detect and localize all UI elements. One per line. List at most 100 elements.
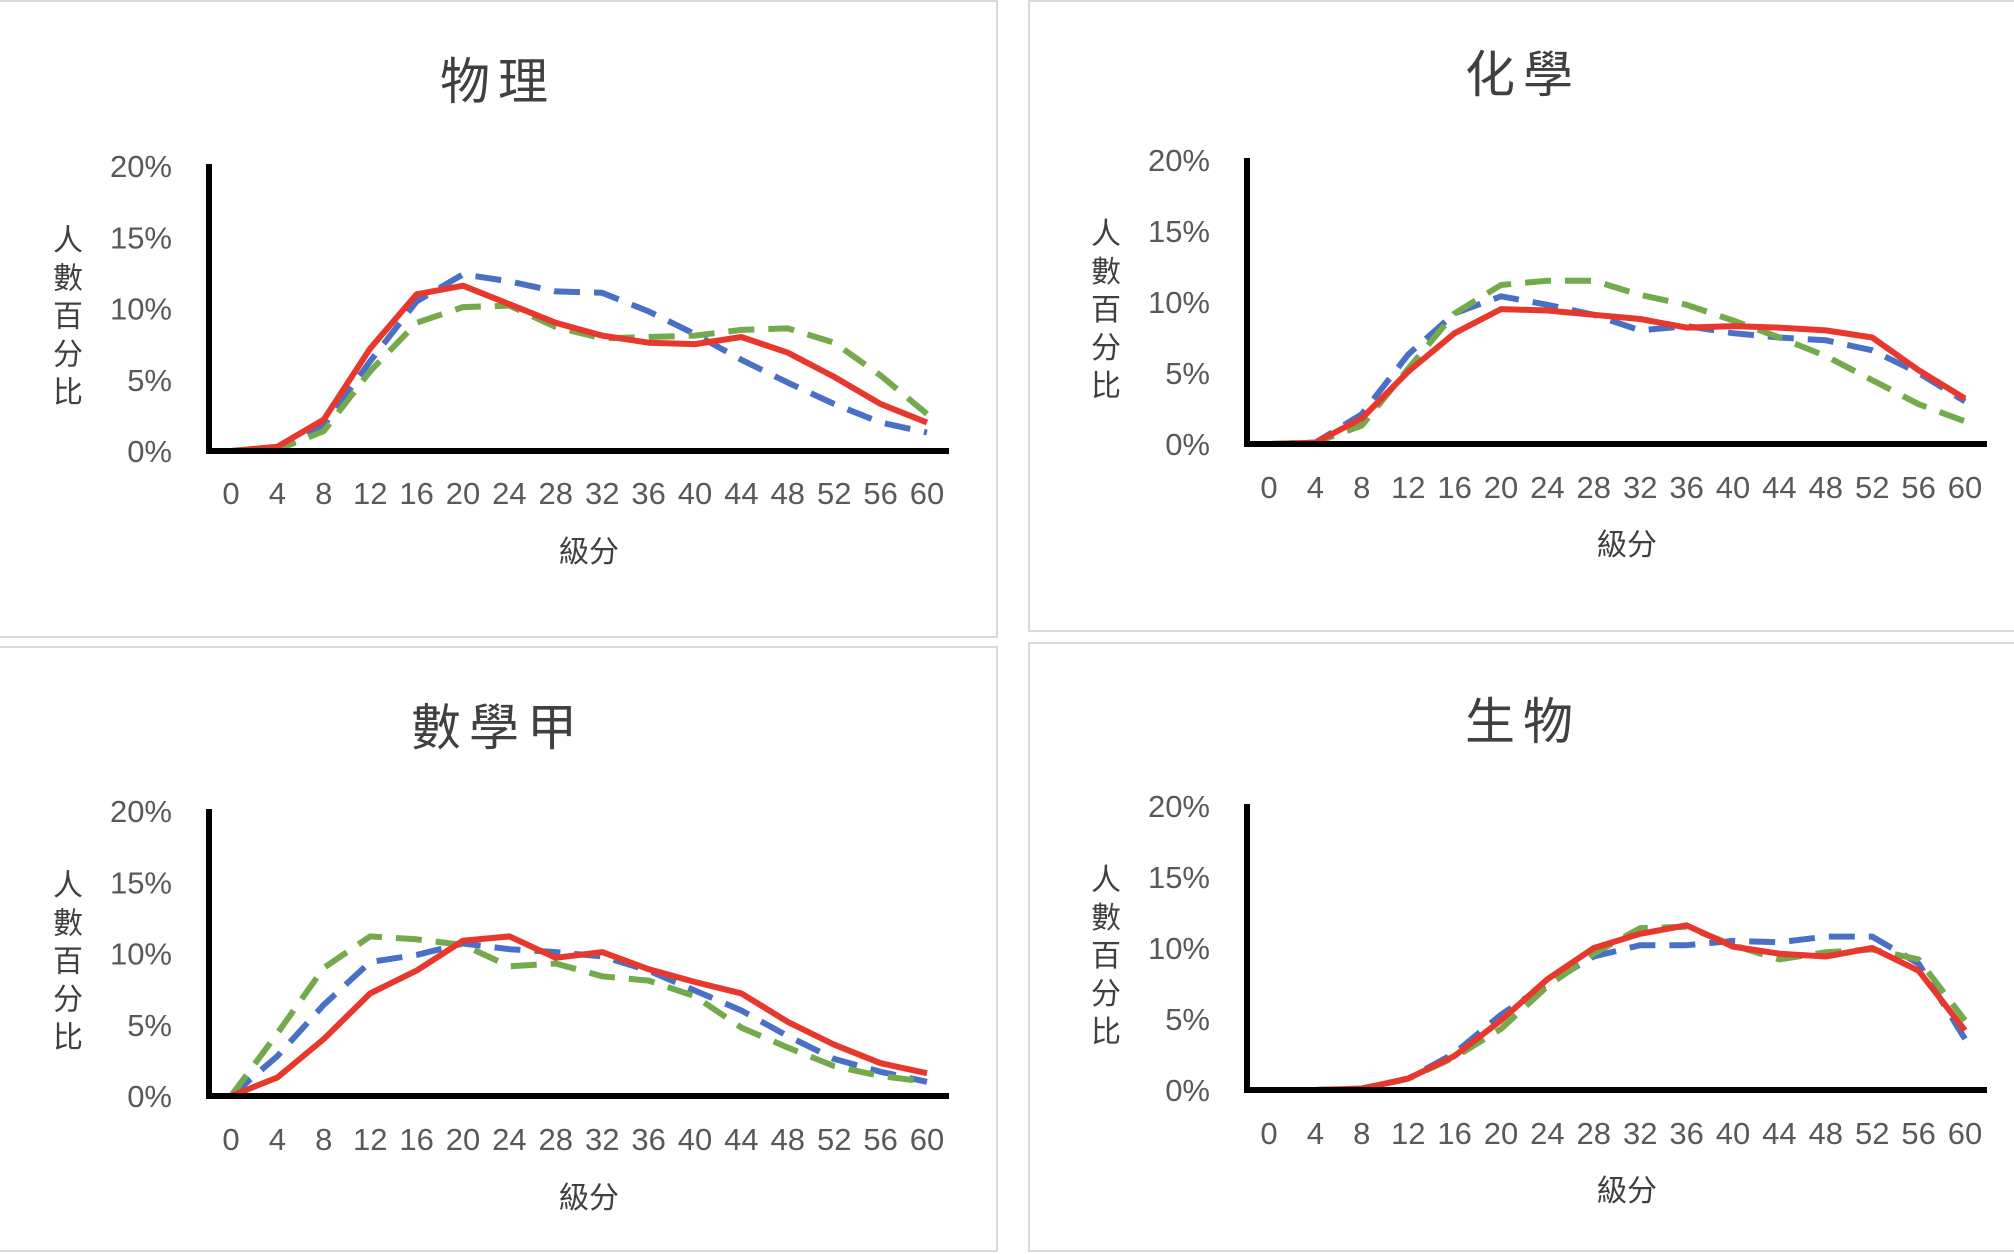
y-tick-label: 15% — [110, 865, 172, 900]
x-tick-label: 24 — [1530, 470, 1564, 505]
x-tick-label: 56 — [1901, 1116, 1935, 1151]
x-tick-label: 28 — [539, 476, 573, 511]
x-tick-label: 36 — [1669, 470, 1703, 505]
x-tick-label: 0 — [1260, 1116, 1277, 1151]
series-line-green — [1268, 277, 1967, 447]
x-tick-label: 20 — [1484, 470, 1518, 505]
x-axis-title: 級分 — [559, 1181, 619, 1216]
x-tick-label: 40 — [678, 476, 712, 511]
x-tick-label: 4 — [269, 476, 286, 511]
y-tick-label: 20% — [110, 794, 172, 829]
x-tick-label: 4 — [269, 1122, 286, 1157]
y-axis-title: 人數百分比 — [1091, 217, 1121, 404]
y-tick-label: 5% — [1165, 356, 1210, 391]
y-tick-label: 5% — [127, 363, 172, 398]
y-axis-title: 人數百分比 — [53, 869, 83, 1056]
x-tick-label: 32 — [1623, 1116, 1657, 1151]
series-line-green — [230, 302, 929, 454]
series-line-blue — [230, 271, 928, 454]
y-tick-label: 10% — [110, 937, 172, 972]
y-tick-label: 0% — [1165, 1073, 1210, 1108]
x-tick-label: 4 — [1307, 1116, 1324, 1151]
x-tick-label: 16 — [399, 1122, 433, 1157]
x-tick-label: 32 — [585, 1122, 619, 1157]
y-tick-label: 10% — [1148, 931, 1210, 966]
x-tick-label: 52 — [1855, 1116, 1889, 1151]
x-tick-label: 20 — [1484, 1116, 1518, 1151]
x-tick-label: 36 — [1669, 1116, 1703, 1151]
x-tick-label: 32 — [1623, 470, 1657, 505]
y-tick-label: 20% — [1148, 789, 1210, 824]
x-axis-title: 級分 — [559, 535, 619, 570]
x-tick-label: 8 — [315, 1122, 332, 1157]
chart-panel-biology: 生物 20% 15% 10% 5% 0% 人數百分比 0 4 8 12 16 20 24 28 32 36 40… — [1028, 642, 2014, 1252]
x-tick-label: 28 — [1577, 1116, 1611, 1151]
y-tick-label: 20% — [110, 149, 172, 184]
x-tick-label: 40 — [1716, 1116, 1750, 1151]
y-tick-label: 15% — [1148, 860, 1210, 895]
x-tick-label: 44 — [1762, 1116, 1796, 1151]
series-line-blue — [229, 940, 928, 1099]
x-tick-label: 44 — [724, 1122, 758, 1157]
chart-panel-physics: 物理 20% 15% 10% 5% 0% 人數百分比 0 4 8 12 16 20 24 28 32 36 40… — [0, 0, 998, 638]
series-line-red — [1269, 922, 1968, 1093]
y-tick-label: 10% — [1148, 285, 1210, 320]
x-tick-label: 12 — [353, 1122, 387, 1157]
x-tick-label: 32 — [585, 476, 619, 511]
x-tick-label: 12 — [1391, 1116, 1425, 1151]
x-tick-label: 56 — [863, 476, 897, 511]
x-tick-label: 60 — [910, 476, 944, 511]
x-tick-label: 16 — [399, 476, 433, 511]
y-tick-label: 0% — [127, 434, 172, 469]
x-tick-label: 40 — [1716, 470, 1750, 505]
x-tick-label: 24 — [492, 476, 526, 511]
y-axis-title: 人數百分比 — [1091, 863, 1121, 1050]
series-line-red — [230, 282, 929, 454]
x-tick-label: 36 — [631, 1122, 665, 1157]
series-line-red — [229, 933, 928, 1099]
x-tick-label: 0 — [222, 476, 239, 511]
x-tick-label: 16 — [1437, 1116, 1471, 1151]
x-tick-label: 52 — [817, 1122, 851, 1157]
x-tick-label: 56 — [863, 1122, 897, 1157]
x-tick-label: 16 — [1437, 470, 1471, 505]
x-tick-label: 44 — [1762, 470, 1796, 505]
y-tick-label: 15% — [1148, 214, 1210, 249]
x-tick-label: 8 — [315, 476, 332, 511]
x-axis-title: 級分 — [1597, 528, 1657, 563]
x-tick-label: 20 — [446, 476, 480, 511]
x-tick-label: 0 — [1260, 470, 1277, 505]
chart-title: 數學甲 — [411, 699, 585, 757]
chart-panel-math-a: 數學甲 20% 15% 10% 5% 0% 人數百分比 0 4 8 12 16 20 24 28 32 36 4… — [0, 646, 998, 1252]
x-tick-label: 12 — [353, 476, 387, 511]
x-tick-label: 48 — [1809, 470, 1843, 505]
series-line-blue — [1269, 933, 1968, 1093]
x-axis-title: 級分 — [1597, 1174, 1657, 1209]
y-tick-label: 20% — [1148, 143, 1210, 178]
x-tick-label: 28 — [1577, 470, 1611, 505]
x-tick-label: 12 — [1391, 470, 1425, 505]
x-tick-label: 24 — [492, 1122, 526, 1157]
chart-title: 生物 — [1465, 693, 1581, 751]
chart-title: 物理 — [440, 53, 556, 111]
x-tick-label: 52 — [817, 476, 851, 511]
x-tick-label: 56 — [1901, 470, 1935, 505]
x-tick-label: 4 — [1307, 470, 1324, 505]
x-tick-label: 48 — [771, 476, 805, 511]
y-tick-label: 0% — [1165, 427, 1210, 462]
y-tick-label: 5% — [127, 1008, 172, 1043]
series-line-blue — [1268, 293, 1967, 447]
x-tick-label: 8 — [1353, 1116, 1370, 1151]
x-tick-label: 36 — [631, 476, 665, 511]
x-tick-label: 48 — [1809, 1116, 1843, 1151]
x-tick-label: 0 — [222, 1122, 239, 1157]
series-line-red — [1268, 306, 1967, 447]
series-line-green — [228, 933, 928, 1098]
x-tick-label: 60 — [1948, 1116, 1982, 1151]
x-tick-label: 52 — [1855, 470, 1889, 505]
x-tick-label: 48 — [771, 1122, 805, 1157]
